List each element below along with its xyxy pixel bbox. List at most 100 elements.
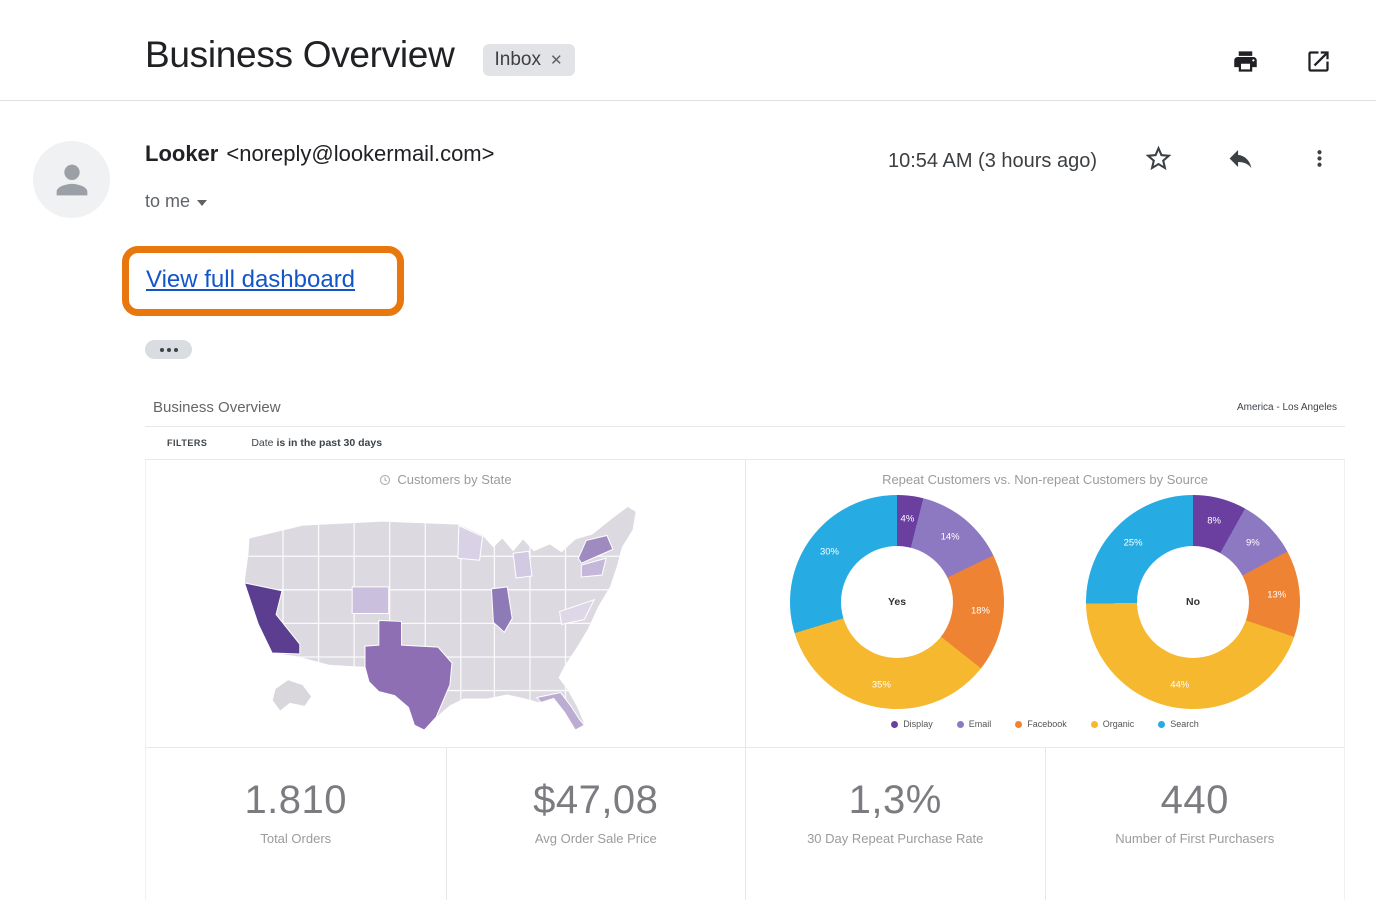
state-colorado: [351, 586, 389, 615]
legend-dot: [956, 720, 964, 728]
state-texas: [364, 619, 452, 731]
legend-label: Email: [968, 719, 992, 729]
map-panel-title: Customers by State: [397, 472, 512, 487]
recipient-text: to me: [145, 191, 191, 211]
donut-segment-label: 30%: [819, 546, 840, 558]
donut-segment-label: 9%: [1245, 537, 1260, 549]
donut-segment-label: 35%: [871, 679, 891, 691]
donut-segment-label: 14%: [940, 531, 960, 543]
donut-hole: Yes: [841, 546, 953, 658]
view-full-dashboard-link[interactable]: View full dashboard: [146, 266, 356, 293]
legend-label: Organic: [1102, 719, 1135, 729]
more-vert-icon[interactable]: [1307, 146, 1332, 176]
kpi-value: $47,08: [533, 778, 659, 822]
donut-segment-label: 4%: [900, 513, 915, 525]
donut-segment-label: 44%: [1170, 679, 1190, 691]
donut-segment-label: 13%: [1267, 589, 1287, 601]
legend-dot: [1090, 720, 1098, 728]
state-florida: [535, 692, 585, 731]
kpi-repeat-purchase-rate: 1,3% 30 Day Repeat Purchase Rate: [745, 748, 1045, 900]
map-panel-title-row: Customers by State: [146, 460, 745, 487]
header-actions: [1232, 34, 1332, 75]
filters-bar: FILTERS Date is in the past 30 days: [145, 426, 1345, 460]
dashboard-panels: Customers by State: [145, 460, 1345, 748]
donut-repeat-yes: Yes 4% 14% 18% 35% 30%: [790, 495, 1004, 709]
donut-segment-label: 8%: [1207, 515, 1221, 527]
kpi-label: Avg Order Sale Price: [534, 831, 657, 846]
legend-dot: [1015, 720, 1023, 728]
kpi-label: Total Orders: [260, 831, 332, 846]
legend-label: Search: [1170, 719, 1199, 729]
subject-row: Business Overview Inbox ✕: [145, 34, 575, 76]
sender-email: <noreply@lookermail.com>: [226, 141, 495, 166]
legend-item: Email: [956, 719, 992, 729]
reply-icon[interactable]: [1226, 144, 1255, 178]
recipient-dropdown[interactable]: to me: [145, 191, 208, 212]
us-landmass: [243, 506, 636, 731]
kpi-value: 1,3%: [848, 778, 942, 822]
trim-dot: [159, 347, 164, 352]
donut-segment-label: 25%: [1123, 537, 1143, 549]
state-new-york: [577, 534, 614, 564]
donut-center-label: No: [1186, 596, 1200, 608]
filter-text: Date is in the past 30 days: [251, 437, 382, 449]
donut-repeat-no: No 8% 9% 13% 44% 25%: [1086, 495, 1300, 709]
clock-icon: [380, 474, 391, 485]
remove-label-icon[interactable]: ✕: [550, 51, 563, 69]
state-minnesota: [456, 524, 483, 561]
donut-panel: Repeat Customers vs. Non-repeat Customer…: [745, 460, 1344, 747]
dashboard-embed: Business Overview America - Los Angeles …: [145, 387, 1345, 900]
filters-label: FILTERS: [167, 438, 208, 448]
donut-hole: No: [1137, 546, 1249, 658]
star-icon[interactable]: [1143, 143, 1174, 179]
kpi-first-purchasers: 440 Number of First Purchasers: [1044, 748, 1345, 900]
inbox-label-chip[interactable]: Inbox ✕: [482, 44, 575, 76]
donut-segment-label: 18%: [970, 605, 991, 617]
kpi-avg-order-sale-price: $47,08 Avg Order Sale Price: [445, 748, 746, 900]
print-icon[interactable]: [1232, 48, 1259, 75]
avatar[interactable]: [33, 141, 110, 218]
filter-condition: is in the past 30 days: [276, 437, 383, 449]
inbox-label-text: Inbox: [494, 49, 541, 70]
us-map: [146, 495, 745, 737]
donut-center-label: Yes: [887, 596, 907, 608]
open-in-new-icon[interactable]: [1305, 48, 1332, 75]
map-panel: Customers by State: [146, 460, 745, 747]
dashboard-title: Business Overview: [153, 399, 281, 416]
email-header: Looker <noreply@lookermail.com> 10:54 AM …: [0, 101, 1376, 218]
state-alaska: [271, 679, 312, 713]
state-pennsylvania: [580, 557, 607, 578]
legend-dot: [891, 720, 899, 728]
legend-label: Facebook: [1027, 719, 1067, 729]
donuts-row: Yes 4% 14% 18% 35% 30% No 8% 9% 13% 44% 25%: [746, 495, 1344, 709]
legend-item: Organic: [1090, 719, 1135, 729]
kpi-value: 1.810: [244, 778, 348, 822]
kpi-label: Number of First Purchasers: [1115, 831, 1275, 846]
us-map-svg: [243, 506, 636, 731]
chevron-down-icon: [197, 199, 208, 206]
trim-dot: [173, 347, 178, 352]
donut-panel-title: Repeat Customers vs. Non-repeat Customer…: [882, 472, 1208, 487]
annotation-highlight-box: View full dashboard: [122, 246, 405, 316]
kpi-value: 440: [1160, 778, 1229, 822]
state-illinois: [490, 586, 513, 634]
email-toolbar: Business Overview Inbox ✕: [0, 0, 1376, 76]
legend-item: Display: [891, 719, 933, 729]
timestamp: 10:54 AM (3 hours ago): [887, 149, 1097, 172]
state-michigan: [512, 550, 532, 579]
email-meta: 10:54 AM (3 hours ago): [888, 143, 1332, 179]
state-california: [243, 582, 300, 655]
legend-label: Display: [903, 719, 933, 729]
legend-dot: [1158, 720, 1166, 728]
donut-panel-title-row: Repeat Customers vs. Non-repeat Customer…: [746, 460, 1344, 487]
trim-dot: [166, 347, 171, 352]
donut-legend: Display Email Facebook Organic Search: [746, 719, 1344, 729]
person-icon: [56, 164, 87, 195]
sender-name: Looker: [145, 141, 219, 166]
show-trimmed-content-button[interactable]: [145, 340, 192, 359]
filter-field: Date: [251, 437, 274, 449]
dashboard-header: Business Overview America - Los Angeles: [145, 387, 1345, 426]
email-subject: Business Overview: [145, 34, 455, 75]
legend-item: Search: [1158, 719, 1199, 729]
sender-line: Looker <noreply@lookermail.com>: [145, 141, 494, 167]
